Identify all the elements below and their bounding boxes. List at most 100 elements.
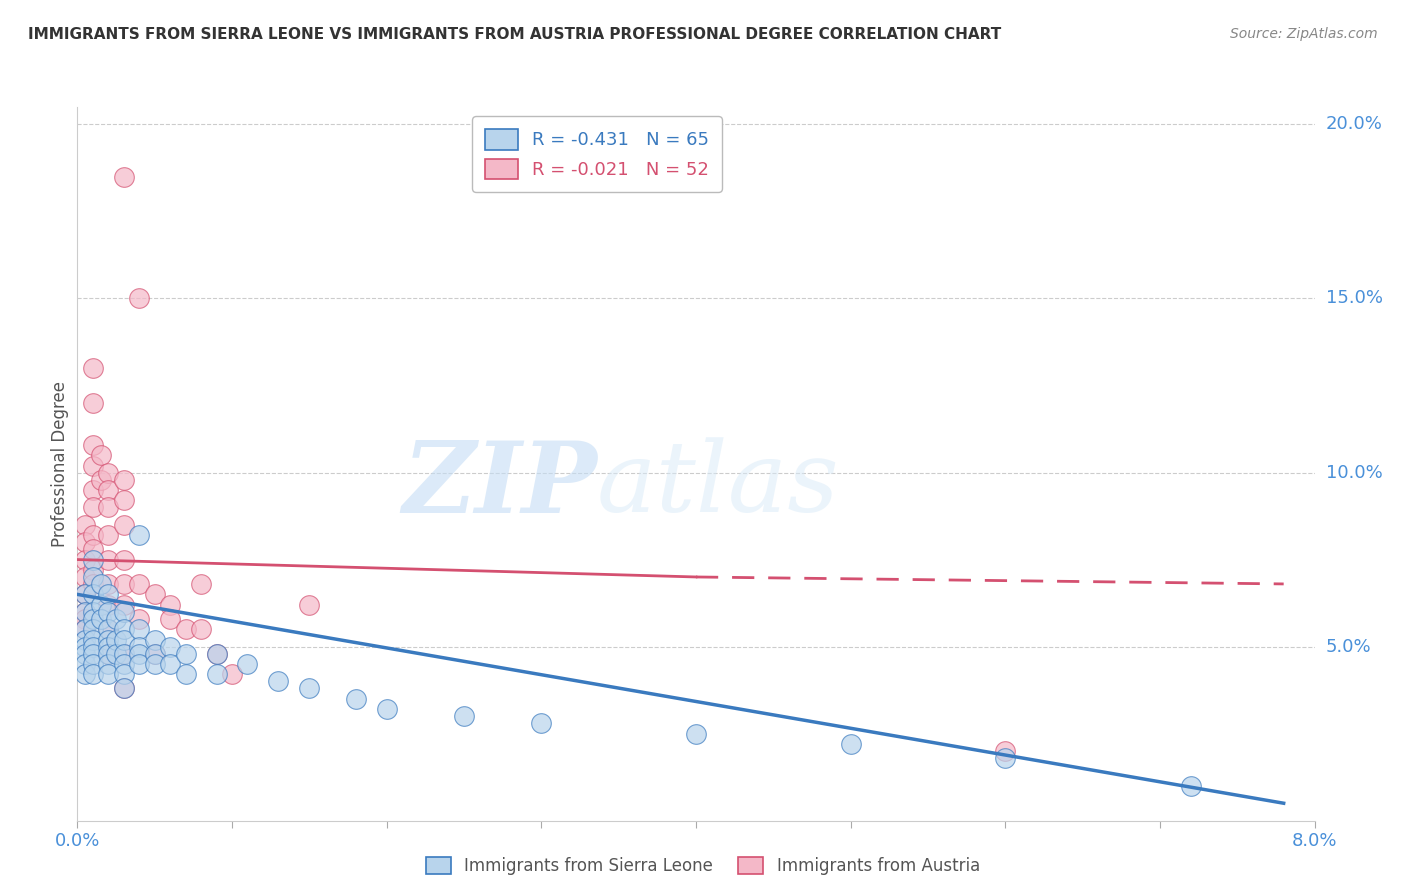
Point [97, 483, 120, 497]
Text: 10.0%: 10.0% [1326, 464, 1382, 482]
Point [128, 657, 150, 671]
Point [97, 667, 120, 681]
Point [112, 169, 135, 184]
Point [82, 396, 104, 410]
Point [174, 622, 197, 636]
Text: 5.0%: 5.0% [1326, 638, 1371, 656]
Point [159, 657, 181, 671]
Point [205, 667, 228, 681]
Y-axis label: Professional Degree: Professional Degree [51, 381, 69, 547]
Point [112, 657, 135, 671]
Point [97, 552, 120, 566]
Point [82, 528, 104, 542]
Point [221, 667, 243, 681]
Point [143, 647, 166, 661]
Point [82, 667, 104, 681]
Point [82, 542, 104, 557]
Point [97, 587, 120, 601]
Point [267, 674, 290, 689]
Point [375, 702, 398, 716]
Point [128, 577, 150, 591]
Text: atlas: atlas [598, 438, 839, 533]
Point [205, 647, 228, 661]
Point [75, 640, 96, 654]
Point [90, 577, 111, 591]
Point [105, 612, 127, 626]
Point [82, 622, 104, 636]
Point [97, 632, 120, 647]
Point [143, 632, 166, 647]
Point [159, 612, 181, 626]
Point [75, 622, 96, 636]
Point [994, 744, 1017, 758]
Point [112, 598, 135, 612]
Point [90, 473, 111, 487]
Point [530, 716, 553, 731]
Point [97, 528, 120, 542]
Point [97, 622, 120, 636]
Point [75, 622, 96, 636]
Point [344, 691, 367, 706]
Point [112, 577, 135, 591]
Point [1180, 779, 1202, 793]
Point [82, 500, 104, 515]
Point [75, 632, 96, 647]
Point [97, 647, 120, 661]
Point [105, 647, 127, 661]
Point [90, 598, 111, 612]
Point [82, 647, 104, 661]
Point [112, 647, 135, 661]
Point [112, 632, 135, 647]
Point [839, 737, 862, 751]
Point [128, 612, 150, 626]
Point [75, 657, 96, 671]
Point [128, 528, 150, 542]
Point [143, 647, 166, 661]
Point [205, 647, 228, 661]
Point [82, 640, 104, 654]
Point [82, 657, 104, 671]
Point [112, 681, 135, 696]
Point [75, 552, 96, 566]
Point [97, 605, 120, 619]
Point [174, 667, 197, 681]
Point [82, 483, 104, 497]
Text: 15.0%: 15.0% [1326, 290, 1382, 308]
Point [298, 681, 321, 696]
Point [75, 535, 96, 549]
Point [685, 726, 707, 740]
Text: IMMIGRANTS FROM SIERRA LEONE VS IMMIGRANTS FROM AUSTRIA PROFESSIONAL DEGREE CORR: IMMIGRANTS FROM SIERRA LEONE VS IMMIGRAN… [28, 27, 1001, 42]
Point [97, 577, 120, 591]
Point [82, 570, 104, 584]
Text: Source: ZipAtlas.com: Source: ZipAtlas.com [1230, 27, 1378, 41]
Point [190, 622, 212, 636]
Point [97, 598, 120, 612]
Point [97, 647, 120, 661]
Point [82, 458, 104, 473]
Point [97, 500, 120, 515]
Point [143, 587, 166, 601]
Point [90, 448, 111, 462]
Point [298, 598, 321, 612]
Point [236, 657, 259, 671]
Point [75, 647, 96, 661]
Point [143, 657, 166, 671]
Point [97, 466, 120, 480]
Point [453, 709, 475, 723]
Point [82, 577, 104, 591]
Point [190, 577, 212, 591]
Point [82, 632, 104, 647]
Point [97, 657, 120, 671]
Point [112, 493, 135, 508]
Text: 20.0%: 20.0% [1326, 115, 1382, 134]
Point [82, 605, 104, 619]
Point [75, 612, 96, 626]
Point [75, 605, 96, 619]
Point [994, 751, 1017, 765]
Point [82, 361, 104, 376]
Point [75, 570, 96, 584]
Legend: Immigrants from Sierra Leone, Immigrants from Austria: Immigrants from Sierra Leone, Immigrants… [418, 849, 988, 884]
Point [97, 622, 120, 636]
Point [112, 647, 135, 661]
Point [159, 598, 181, 612]
